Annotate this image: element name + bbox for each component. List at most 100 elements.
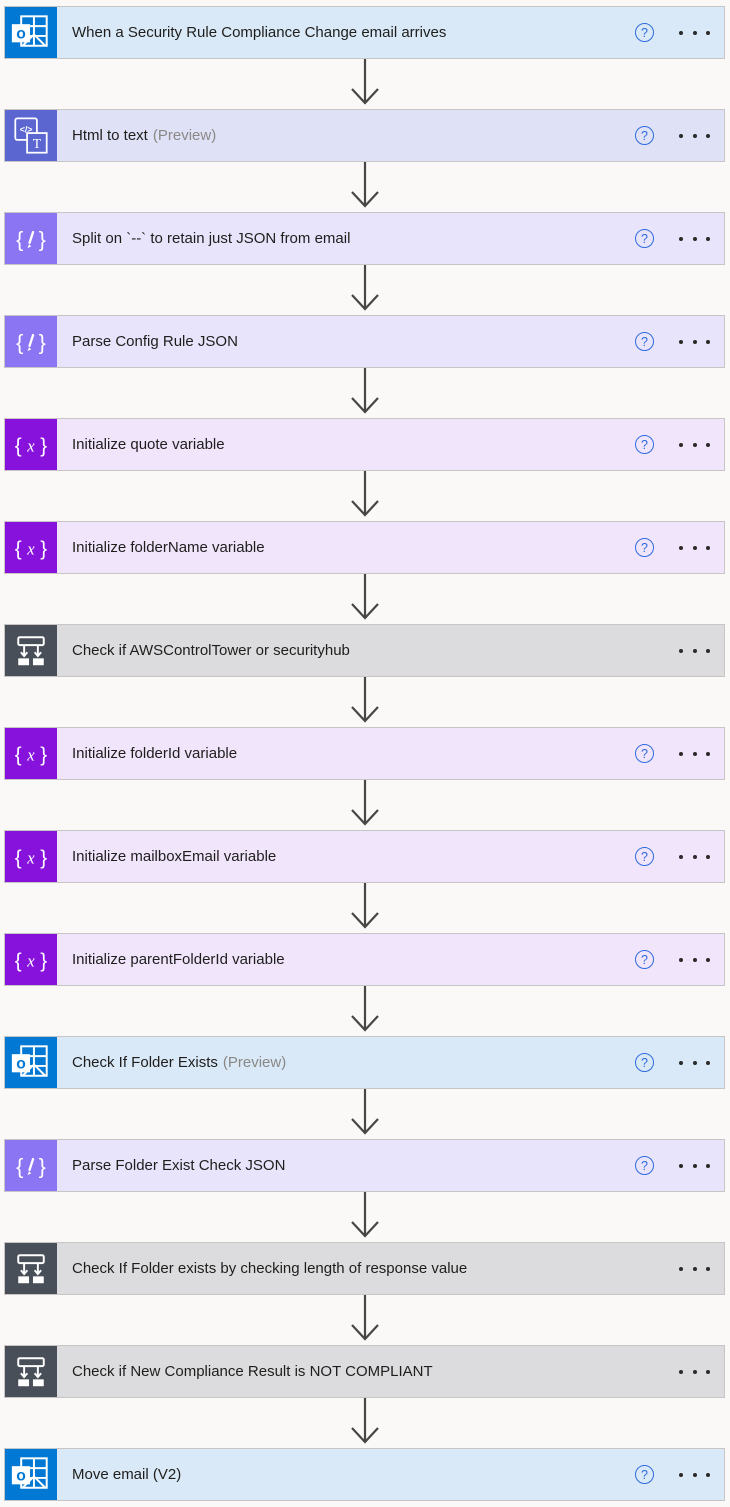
step-title: Check if AWSControlTower or securityhub (57, 625, 679, 676)
help-icon[interactable]: ? (635, 538, 654, 557)
help-icon[interactable]: ? (635, 1156, 654, 1175)
ellipsis-menu-button[interactable] (679, 1467, 710, 1483)
svg-text:x: x (26, 951, 35, 970)
variable-icon: {x} (5, 831, 57, 882)
flow-step-5[interactable]: {x} Initialize quote variable ? (4, 418, 725, 471)
ellipsis-menu-button[interactable] (679, 437, 710, 453)
condition-icon (5, 1243, 57, 1294)
ellipsis-menu-button[interactable] (679, 1158, 710, 1174)
svg-text:}: } (40, 537, 47, 560)
ellipsis-menu-button[interactable] (679, 952, 710, 968)
down-arrow-icon (351, 471, 379, 517)
help-icon[interactable]: ? (635, 435, 654, 454)
help-icon[interactable]: ? (635, 744, 654, 763)
step-title-text: Parse Config Rule JSON (72, 333, 238, 350)
flow-step-14[interactable]: Check if New Compliance Result is NOT CO… (4, 1345, 725, 1398)
svg-text:{: { (16, 226, 23, 251)
ellipsis-menu-button[interactable] (679, 643, 710, 659)
svg-text:o: o (16, 1467, 26, 1484)
ellipsis-dot (706, 545, 710, 550)
flow-step-3[interactable]: {} Split on `--` to retain just JSON fro… (4, 212, 725, 265)
step-title-text: Initialize mailboxEmail variable (72, 848, 277, 865)
flow-step-7[interactable]: Check if AWSControlTower or securityhub (4, 624, 725, 677)
ellipsis-dot (679, 1163, 683, 1168)
variable-icon: {x} (5, 419, 57, 470)
flow-step-1[interactable]: o When a Security Rule Compliance Change… (4, 6, 725, 59)
flow-step-12[interactable]: {} Parse Folder Exist Check JSON ? (4, 1139, 725, 1192)
flow-step-13[interactable]: Check If Folder exists by checking lengt… (4, 1242, 725, 1295)
ellipsis-menu-button[interactable] (679, 540, 710, 556)
svg-text:o: o (16, 25, 26, 42)
help-icon[interactable]: ? (635, 847, 654, 866)
ellipsis-menu-button[interactable] (679, 1055, 710, 1071)
step-title-text: Initialize folderName variable (72, 539, 265, 556)
ellipsis-dot (679, 957, 683, 962)
ellipsis-dot (706, 1472, 710, 1477)
step-title: Initialize parentFolderId variable (57, 934, 635, 985)
ellipsis-dot (692, 1266, 697, 1271)
ellipsis-menu-button[interactable] (679, 128, 710, 144)
html-to-text-icon: </> T (5, 110, 57, 161)
ellipsis-dot (706, 957, 710, 962)
ellipsis-dot (706, 1266, 710, 1271)
connector-arrow (0, 1192, 730, 1242)
ellipsis-menu-button[interactable] (679, 746, 710, 762)
step-title-text: Parse Folder Exist Check JSON (72, 1157, 286, 1174)
ellipsis-menu-button[interactable] (679, 849, 710, 865)
help-icon[interactable]: ? (635, 1053, 654, 1072)
connector-arrow (0, 162, 730, 212)
connector-arrow (0, 677, 730, 727)
outlook-icon: o (5, 7, 57, 58)
flow-step-2[interactable]: </> T Html to text (Preview) ? (4, 109, 725, 162)
svg-text:T: T (33, 136, 42, 151)
svg-text:}: } (40, 434, 47, 457)
flow-step-15[interactable]: o Move email (V2) ? (4, 1448, 725, 1501)
step-controls: ? (635, 728, 724, 779)
ellipsis-menu-button[interactable] (679, 231, 710, 247)
step-title: Check if New Compliance Result is NOT CO… (57, 1346, 679, 1397)
step-title-text: Initialize quote variable (72, 436, 225, 453)
step-controls (679, 1243, 724, 1294)
flow-step-8[interactable]: {x} Initialize folderId variable ? (4, 727, 725, 780)
flow-step-11[interactable]: o Check If Folder Exists (Preview) ? (4, 1036, 725, 1089)
svg-text:}: } (40, 743, 47, 766)
svg-text:x: x (26, 745, 35, 764)
connector-arrow (0, 986, 730, 1036)
ellipsis-menu-button[interactable] (679, 1364, 710, 1380)
flow-step-6[interactable]: {x} Initialize folderName variable ? (4, 521, 725, 574)
ellipsis-dot (706, 236, 710, 241)
connector-arrow (0, 574, 730, 624)
ellipsis-dot (706, 751, 710, 756)
ellipsis-dot (692, 442, 697, 447)
ellipsis-dot (679, 236, 683, 241)
ellipsis-dot (692, 236, 697, 241)
flow-step-4[interactable]: {} Parse Config Rule JSON ? (4, 315, 725, 368)
ellipsis-menu-button[interactable] (679, 25, 710, 41)
svg-text:x: x (26, 848, 35, 867)
step-controls: ? (635, 1449, 724, 1500)
ellipsis-dot (679, 1472, 683, 1477)
flow-step-9[interactable]: {x} Initialize mailboxEmail variable ? (4, 830, 725, 883)
help-icon[interactable]: ? (635, 332, 654, 351)
flow-step-10[interactable]: {x} Initialize parentFolderId variable ? (4, 933, 725, 986)
help-icon[interactable]: ? (635, 23, 654, 42)
ellipsis-menu-button[interactable] (679, 1261, 710, 1277)
connector-arrow (0, 1089, 730, 1139)
step-controls: ? (635, 831, 724, 882)
ellipsis-menu-button[interactable] (679, 334, 710, 350)
ellipsis-dot (706, 30, 710, 35)
step-title: Parse Config Rule JSON (57, 316, 635, 367)
svg-text:{: { (16, 329, 23, 354)
step-controls: ? (635, 110, 724, 161)
help-icon[interactable]: ? (635, 950, 654, 969)
help-icon[interactable]: ? (635, 1465, 654, 1484)
svg-text:}: } (39, 226, 46, 251)
step-title: Check If Folder exists by checking lengt… (57, 1243, 679, 1294)
step-title-text: Check if AWSControlTower or securityhub (72, 642, 350, 659)
help-icon[interactable]: ? (635, 126, 654, 145)
step-title-text: Check If Folder Exists (72, 1054, 218, 1071)
step-title: Split on `--` to retain just JSON from e… (57, 213, 635, 264)
step-title: Initialize mailboxEmail variable (57, 831, 635, 882)
help-icon[interactable]: ? (635, 229, 654, 248)
